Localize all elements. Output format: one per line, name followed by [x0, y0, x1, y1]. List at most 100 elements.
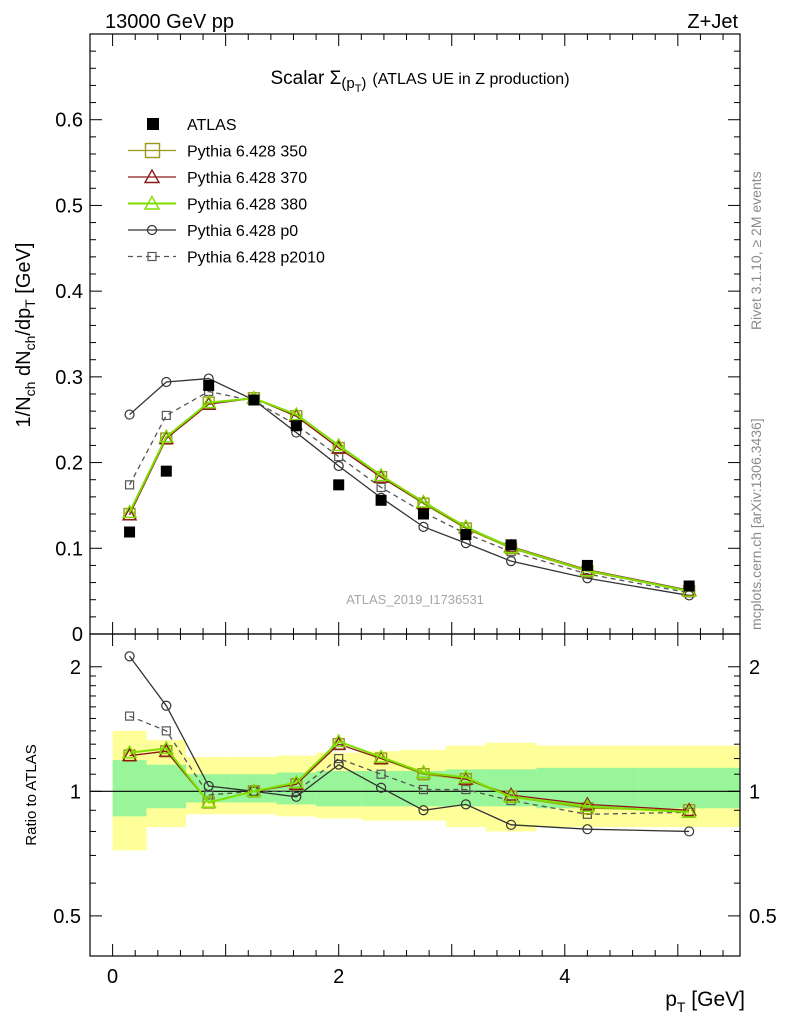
ratio-y-tick-label-left: 0.5	[53, 906, 81, 928]
ratio-p2010-point	[124, 711, 135, 721]
ratio-y-tick-label-right: 0.5	[749, 906, 777, 928]
chart-title-sub: (p	[341, 75, 354, 92]
legend-item-p380: Pythia 6.428 380	[128, 195, 307, 214]
ratio-p370-point	[121, 747, 138, 762]
legend-item-p2010: Pythia 6.428 p2010	[128, 250, 325, 267]
ratio-p0-point	[582, 824, 593, 835]
main-y-tick-label: 0.2	[55, 453, 83, 475]
ratio-p0-point	[203, 780, 214, 792]
ratio-frame	[89, 633, 741, 957]
ratio-y-axis-label: Ratio to ATLAS	[23, 744, 40, 845]
ratio-p2010-point	[376, 769, 386, 779]
main-y-tick-label: 0.3	[55, 367, 83, 389]
ratio-p0-point	[418, 805, 429, 816]
legend-marker	[143, 195, 161, 210]
ratio-p0-point	[124, 651, 135, 662]
ratio-p0-point	[375, 782, 387, 793]
ratio-p0-point	[460, 799, 471, 810]
ratio-y-tick-label-left: 1	[70, 781, 81, 803]
energy-label: 13000 GeV pp	[105, 11, 234, 33]
process-label: Z+Jet	[687, 11, 738, 33]
ratio-band-green	[638, 767, 740, 809]
ratio-p380-point	[681, 804, 697, 818]
main-atlas-point	[417, 508, 429, 520]
rivet-label: Rivet 3.1.10, ≥ 2M events	[748, 171, 764, 330]
main-y-tick-label: 0	[72, 624, 83, 646]
x-tick-label: 2	[333, 966, 344, 988]
ratio-p380-point	[330, 733, 347, 748]
ratio-y-tick-label-right: 1	[749, 781, 760, 803]
main-p380-point	[121, 504, 138, 518]
main-p370-point	[200, 396, 217, 410]
ratio-p380-point	[415, 764, 432, 779]
chart-title: Scalar Σ(pT) (ATLAS UE in Z production)	[270, 68, 569, 95]
legend-marker	[147, 118, 159, 130]
ratio-p0-line	[129, 655, 690, 833]
main-p0-point	[124, 409, 135, 420]
main-atlas-point	[203, 379, 215, 391]
main-atlas-point	[581, 559, 593, 571]
ratio-p2010-point	[418, 784, 429, 795]
x-axis-label: pT [GeV]	[665, 988, 745, 1015]
legend-label: Pythia 6.428 350	[187, 144, 307, 161]
ratio-p380-point	[503, 788, 519, 803]
legend-label: Pythia 6.428 p2010	[187, 250, 325, 267]
main-p380-line	[128, 397, 690, 593]
ratio-p2010-point	[161, 726, 171, 736]
legend-label: Pythia 6.428 370	[187, 170, 307, 187]
ratio-p0-point	[505, 819, 517, 830]
ratio-p0-point	[291, 791, 302, 802]
main-p2010-line	[128, 390, 690, 594]
main-p0-point	[333, 460, 344, 472]
main-atlas-point	[160, 465, 172, 477]
main-p380-point	[373, 467, 389, 482]
ratio-p380-point	[373, 749, 389, 763]
ratio-p370-point	[158, 743, 175, 757]
legend-item-p0: Pythia 6.428 p0	[128, 223, 298, 240]
ratio-p380-point	[246, 783, 262, 798]
main-atlas-point	[248, 394, 260, 406]
main-p0-line	[129, 377, 690, 597]
main-p380-point	[330, 437, 347, 452]
main-y-tick-label: 0.1	[55, 538, 83, 560]
ratio-panel: 0.5 0.5 1 1 2 2 0 2 4 Ratio to ATLAS pT [GeV]	[23, 633, 777, 1015]
main-p370-point	[158, 430, 175, 445]
legend-item-p370: Pythia 6.428 370	[128, 168, 307, 187]
main-data-marks	[121, 373, 697, 601]
ratio-band-green	[146, 764, 187, 809]
main-y-axis-label: 1/Nch dNch/dpT [GeV]	[13, 243, 38, 428]
analysis-id: ATLAS_2019_I1736531	[346, 592, 484, 607]
x-tick-label: 0	[107, 966, 118, 988]
legend-marker	[147, 251, 157, 262]
main-atlas-point	[505, 539, 517, 551]
ratio-p2010-point	[461, 784, 471, 795]
ratio-band-green	[112, 760, 147, 817]
main-atlas-point	[460, 529, 472, 541]
main-y-tick-label: 0.5	[55, 195, 83, 217]
legend-marker	[143, 168, 161, 184]
main-p380-point	[158, 428, 175, 443]
main-p2010-point	[376, 482, 386, 493]
legend-item-atlas: ATLAS	[147, 117, 237, 134]
ratio-p380-point	[121, 744, 138, 759]
chart-title-subsub: T	[355, 83, 362, 95]
ratio-p380-point	[288, 774, 305, 789]
legend-label: Pythia 6.428 p0	[187, 223, 298, 240]
ratio-p2010-line	[129, 715, 690, 815]
legend-label: ATLAS	[187, 117, 237, 134]
ratio-p380-point	[458, 769, 474, 784]
main-atlas-point	[375, 494, 387, 506]
main-atlas-point	[290, 420, 302, 432]
ratio-p0-point	[333, 759, 344, 770]
main-panel: 0 0.1 0.2 0.3 0.4 0.5 0.6 Scalar Σ(pT) (ATLAS U…	[13, 33, 741, 646]
legend-marker	[144, 142, 161, 159]
mcplots-label: mcplots.cern.ch [arXiv:1306.3436]	[748, 418, 764, 630]
legend-label: Pythia 6.428 380	[187, 197, 307, 214]
x-tick-label: 4	[559, 966, 570, 988]
main-axis-ticks: 0 0.1 0.2 0.3 0.4 0.5 0.6	[55, 33, 740, 646]
ratio-data-marks	[121, 651, 697, 837]
main-atlas-point	[124, 526, 136, 538]
ratio-p0-point	[684, 826, 695, 837]
ratio-p380-point	[158, 740, 175, 755]
